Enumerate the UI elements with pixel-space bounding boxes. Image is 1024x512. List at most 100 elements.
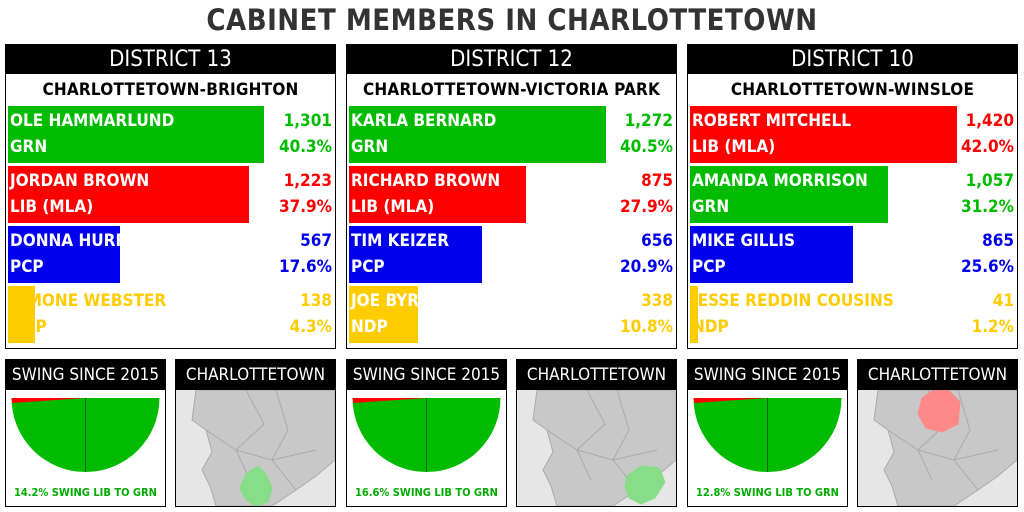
vote-bar	[690, 166, 889, 223]
map-box: CHARLOTTETOWN	[175, 359, 336, 507]
vote-count: 656	[641, 231, 673, 251]
candidate-row: JOE BYRNE NDP 338 10.8%	[349, 286, 675, 343]
swing-box: SWING SINCE 2015 14.2% SWING LIB TO GRN	[5, 359, 166, 507]
gauge-lib-wedge	[352, 398, 427, 403]
vote-bar	[349, 286, 418, 343]
page-title: CABINET MEMBERS IN CHARLOTTETOWN	[206, 3, 818, 37]
vote-bar	[690, 106, 957, 163]
gauge-lib-wedge	[11, 398, 86, 403]
candidate-row: MIKE GILLIS PCP 865 25.6%	[690, 226, 1016, 283]
district-panel: DISTRICT 13 CHARLOTTETOWN-BRIGHTON OLE HAM…	[5, 44, 336, 349]
vote-count: 1,301	[283, 111, 332, 131]
candidate-row: OLE HAMMARLUND GRN 1,301 40.3%	[8, 106, 334, 163]
candidate-row: AMANDA MORRISON GRN 1,057 31.2%	[690, 166, 1016, 223]
candidate-party: NDP	[10, 317, 47, 337]
map-header: CHARLOTTETOWN	[176, 360, 335, 390]
vote-count: 41	[992, 291, 1014, 311]
candidate-row: JESSE REDDIN COUSINS NDP 41 1.2%	[690, 286, 1016, 343]
vote-count: 1,420	[965, 111, 1014, 131]
map-highlight-district	[917, 390, 961, 433]
vote-percent: 27.9%	[619, 197, 673, 217]
map-highlight-district	[624, 465, 666, 505]
candidate-name: ROBERT MITCHELL	[692, 111, 851, 131]
vote-percent: 10.8%	[619, 317, 673, 337]
candidate-party: NDP	[351, 317, 388, 337]
candidate-name: SIMONE WEBSTER	[10, 291, 167, 311]
district-header: DISTRICT 10	[688, 45, 1017, 74]
vote-percent: 31.2%	[960, 197, 1014, 217]
vote-count: 567	[300, 231, 332, 251]
candidate-party: GRN	[10, 137, 48, 157]
vote-percent: 40.3%	[278, 137, 332, 157]
map-box: CHARLOTTETOWN	[516, 359, 677, 507]
district-header: DISTRICT 13	[6, 45, 335, 74]
candidate-name: RICHARD BROWN	[351, 171, 501, 191]
swing-gauge	[693, 398, 842, 472]
district-panel: DISTRICT 10 CHARLOTTETOWN-WINSLOE ROBERT M…	[687, 44, 1018, 349]
candidate-row: DONNA HURRY PCP 567 17.6%	[8, 226, 334, 283]
vote-percent: 1.2%	[971, 317, 1014, 337]
map-header: CHARLOTTETOWN	[858, 360, 1017, 390]
vote-bar	[8, 166, 249, 223]
vote-count: 338	[641, 291, 673, 311]
swing-box: SWING SINCE 2015 16.6% SWING LIB TO GRN	[346, 359, 507, 507]
riding-name: CHARLOTTETOWN-BRIGHTON	[42, 80, 299, 100]
vote-bar	[8, 106, 265, 163]
vote-count: 1,272	[624, 111, 673, 131]
candidate-row: ROBERT MITCHELL LIB (MLA) 1,420 42.0%	[690, 106, 1016, 163]
vote-percent: 25.6%	[960, 257, 1014, 277]
candidate-name: MIKE GILLIS	[692, 231, 795, 251]
riding-name: CHARLOTTETOWN-WINSLOE	[730, 80, 975, 100]
candidate-party: NDP	[692, 317, 729, 337]
candidate-party: GRN	[692, 197, 730, 217]
gauge-lib-wedge	[693, 398, 768, 403]
candidate-name: DONNA HURRY	[10, 231, 138, 251]
vote-percent: 42.0%	[960, 137, 1014, 157]
vote-percent: 17.6%	[278, 257, 332, 277]
candidate-name: TIM KEIZER	[351, 231, 449, 251]
charlottetown-map	[176, 390, 335, 506]
candidate-party: GRN	[351, 137, 389, 157]
map-highlight-district	[239, 465, 273, 506]
candidate-name: OLE HAMMARLUND	[10, 111, 175, 131]
candidate-row: KARLA BERNARD GRN 1,272 40.5%	[349, 106, 675, 163]
charlottetown-map	[517, 390, 676, 506]
vote-count: 1,057	[965, 171, 1014, 191]
swing-caption: 16.6% SWING LIB TO GRN	[355, 486, 498, 499]
map-box: CHARLOTTETOWN	[857, 359, 1018, 507]
candidate-party: LIB (MLA)	[351, 197, 435, 217]
vote-bar	[8, 226, 120, 283]
district-panel: DISTRICT 12 CHARLOTTETOWN-VICTORIA PARK KA…	[346, 44, 677, 349]
candidate-party: PCP	[692, 257, 726, 277]
candidate-party: LIB (MLA)	[10, 197, 94, 217]
swing-box: SWING SINCE 2015 12.8% SWING LIB TO GRN	[687, 359, 848, 507]
vote-count: 138	[300, 291, 332, 311]
candidate-name: JOE BYRNE	[351, 291, 443, 311]
swing-gauge	[11, 398, 160, 472]
swing-caption: 12.8% SWING LIB TO GRN	[696, 486, 839, 499]
map-header: CHARLOTTETOWN	[517, 360, 676, 390]
candidate-party: LIB (MLA)	[692, 137, 776, 157]
candidate-party: PCP	[10, 257, 44, 277]
vote-percent: 37.9%	[278, 197, 332, 217]
swing-header: SWING SINCE 2015	[347, 360, 506, 390]
vote-bar	[349, 226, 482, 283]
swing-caption: 14.2% SWING LIB TO GRN	[14, 486, 157, 499]
vote-percent: 4.3%	[289, 317, 332, 337]
swing-gauge	[352, 398, 501, 472]
vote-bar	[349, 106, 607, 163]
swing-header: SWING SINCE 2015	[6, 360, 165, 390]
vote-bar	[690, 286, 698, 343]
vote-count: 1,223	[283, 171, 332, 191]
candidate-row: RICHARD BROWN LIB (MLA) 875 27.9%	[349, 166, 675, 223]
riding-name: CHARLOTTETOWN-VICTORIA PARK	[362, 80, 661, 100]
vote-bar	[349, 166, 527, 223]
candidate-name: AMANDA MORRISON	[692, 171, 868, 191]
district-header: DISTRICT 12	[347, 45, 676, 74]
candidate-row: SIMONE WEBSTER NDP 138 4.3%	[8, 286, 334, 343]
vote-bar	[8, 286, 36, 343]
vote-percent: 20.9%	[619, 257, 673, 277]
vote-count: 875	[641, 171, 673, 191]
candidate-party: PCP	[351, 257, 385, 277]
candidate-name: JORDAN BROWN	[10, 171, 150, 191]
